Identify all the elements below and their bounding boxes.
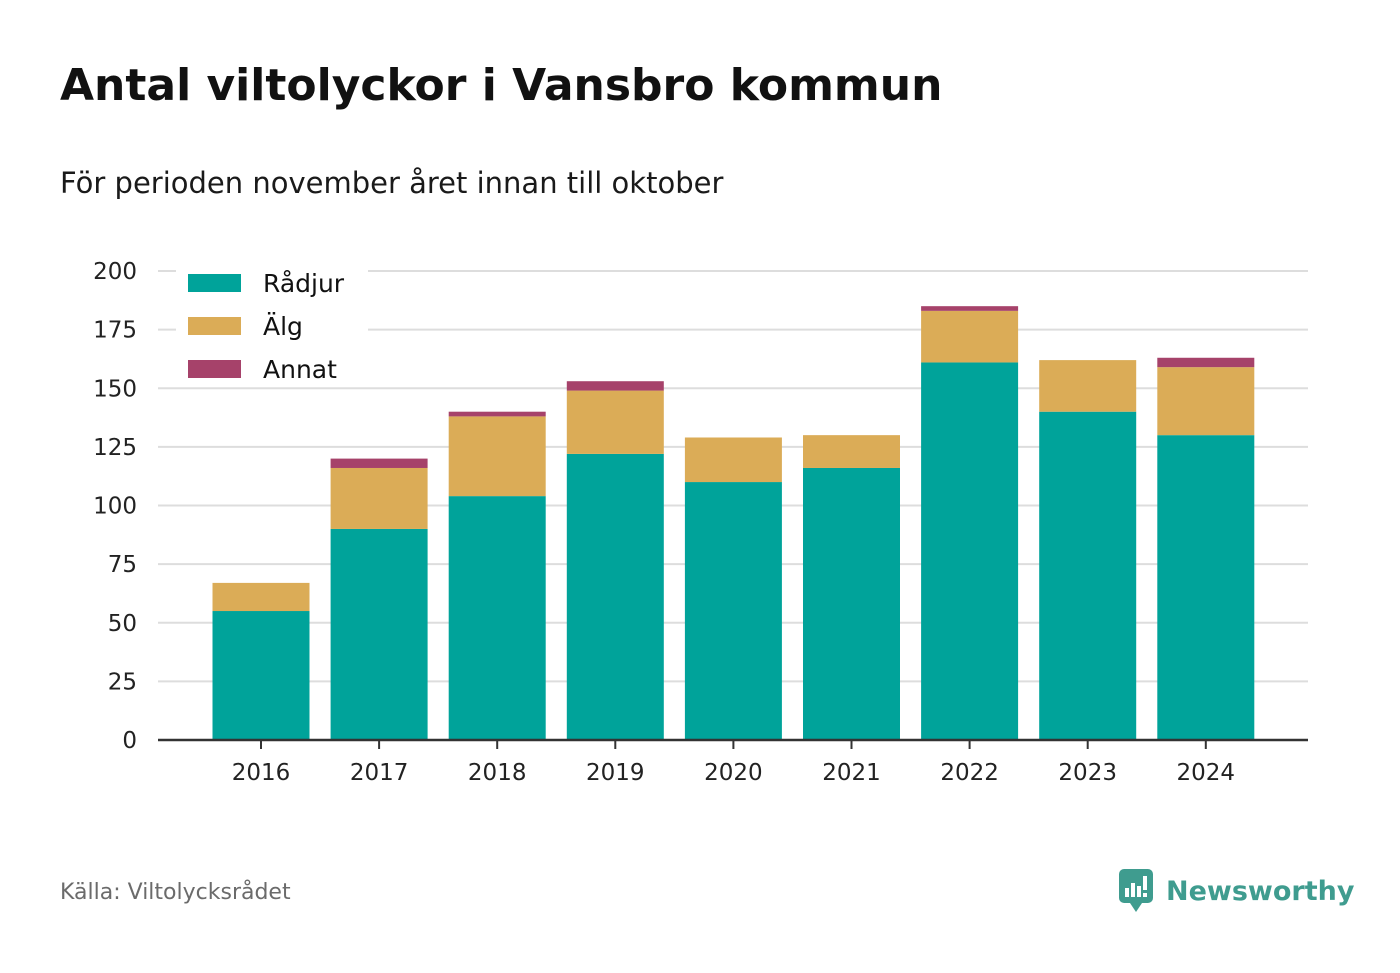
bar-2022-series-1: [921, 310, 1019, 363]
bar-2022-series-0: [921, 362, 1019, 740]
y-tick-label-125: 125: [93, 435, 137, 461]
bar-2017-series-2: [330, 458, 428, 468]
y-tick-label-50: 50: [108, 611, 137, 637]
x-tick-label-2021: 2021: [822, 760, 881, 786]
x-tick-label-2017: 2017: [350, 760, 409, 786]
bar-2022-series-2: [921, 306, 1019, 311]
legend-swatch-2: [188, 360, 241, 378]
bar-2017-series-0: [330, 528, 428, 740]
bar-2017-series-1: [330, 467, 428, 529]
y-tick-label-100: 100: [93, 494, 137, 520]
bar-2020-series-1: [684, 437, 782, 483]
bar-2024-series-1: [1157, 367, 1255, 436]
bar-chart-speech-bubble-icon: [1119, 869, 1153, 912]
bar-2021-series-1: [803, 435, 900, 468]
source-note: Källa: Viltolycksrådet: [60, 880, 291, 905]
bar-2018-series-1: [448, 416, 546, 497]
y-tick-label-175: 175: [93, 318, 137, 344]
bar-2016-series-1: [212, 582, 310, 612]
chart-subtitle: För perioden november året innan till ok…: [60, 166, 724, 200]
bar-2016-series-0: [212, 611, 310, 740]
legend-label-0: Rådjur: [263, 269, 345, 298]
y-tick-label-150: 150: [93, 376, 137, 402]
bar-2018-series-0: [448, 496, 546, 740]
bars: [212, 306, 1255, 740]
legend-label-2: Annat: [263, 355, 337, 384]
brand-logo: Newsworthy: [1118, 868, 1354, 914]
bar-2018-series-2: [448, 411, 546, 417]
x-tick-label-2022: 2022: [940, 760, 999, 786]
x-tick-label-2024: 2024: [1177, 760, 1236, 786]
axes: 0 25 50 75 100 125 150 175 200 2016 2017 2018 2019 20…: [93, 259, 1308, 786]
bar-2019-series-0: [566, 453, 664, 740]
bar-2019-series-1: [566, 390, 664, 454]
x-tick-label-2023: 2023: [1058, 760, 1117, 786]
y-tick-label-200: 200: [93, 259, 137, 285]
y-tick-label-75: 75: [108, 552, 137, 578]
x-tick-label-2019: 2019: [586, 760, 645, 786]
y-tick-label-25: 25: [108, 669, 137, 695]
x-tick-label-2018: 2018: [468, 760, 527, 786]
bar-2023-series-0: [1039, 411, 1137, 740]
y-tick-label-0: 0: [122, 728, 137, 754]
bar-2020-series-0: [684, 482, 782, 740]
brand-name: Newsworthy: [1166, 875, 1355, 907]
x-tick-label-2020: 2020: [704, 760, 763, 786]
x-tick-label-2016: 2016: [232, 760, 291, 786]
bar-2023-series-1: [1039, 360, 1137, 412]
bar-2024-series-0: [1157, 435, 1255, 740]
bar-2024-series-2: [1157, 357, 1255, 368]
bar-2019-series-2: [566, 381, 664, 391]
legend: Rådjur Älg Annat: [176, 259, 368, 387]
bar-2021-series-0: [803, 467, 900, 740]
legend-swatch-0: [188, 274, 241, 292]
chart-title: Antal viltolyckor i Vansbro kommun: [60, 60, 943, 111]
legend-label-1: Älg: [263, 312, 303, 341]
legend-swatch-1: [188, 317, 241, 335]
